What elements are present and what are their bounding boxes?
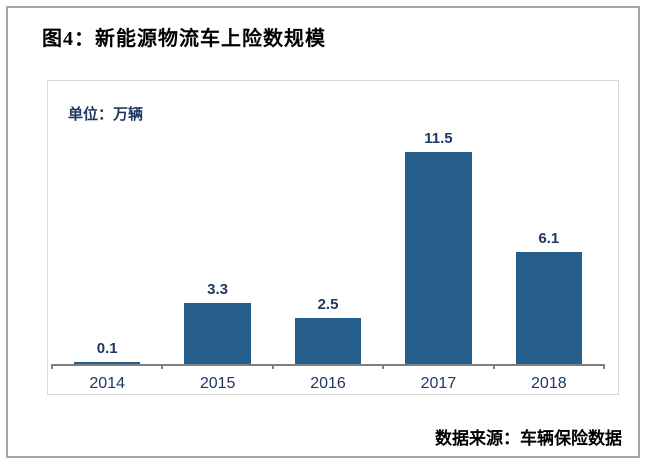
bar-2016 (294, 318, 362, 364)
x-axis-tick (161, 364, 164, 369)
bar-2015 (184, 303, 251, 364)
bar-value-label: 0.1 (96, 340, 118, 357)
bar-slot: 11.5 (383, 130, 493, 364)
bar-slot: 2.5 (273, 143, 383, 364)
bar-plot: 0.1 3.3 2.5 11.5 6.1 (51, 130, 605, 369)
x-axis-label: 2014 (89, 375, 125, 392)
figure-title: 图4：新能源物流车上险数规模 (42, 28, 326, 50)
bar-value-label: 2.5 (317, 296, 339, 313)
bar-2018 (515, 252, 582, 364)
bar-value-label: 3.3 (207, 281, 229, 298)
x-axis-label: 2016 (310, 375, 346, 392)
data-source-label: 数据来源：车辆保险数据 (435, 429, 622, 448)
x-axis-tick (271, 364, 274, 369)
x-axis-tick (492, 364, 495, 369)
x-axis-label: 2018 (531, 375, 567, 392)
bar-value-label: 6.1 (538, 230, 560, 247)
bar-2014 (74, 362, 141, 364)
chart-area: 单位：万辆 0.1 3.3 2.5 11.5 6.1 2014 2015 2016 2017 2… (47, 80, 619, 395)
x-axis-label: 2017 (420, 375, 457, 392)
bar-slot: 3.3 (162, 143, 272, 364)
x-axis-tick (51, 364, 53, 369)
x-axis-tick (603, 364, 605, 369)
x-axis-labels: 2014 2015 2016 2017 2018 (52, 375, 604, 393)
bar-slot: 6.1 (494, 143, 604, 364)
x-axis-label: 2015 (199, 375, 236, 392)
x-axis-tick (382, 364, 385, 369)
bar-value-label: 11.5 (424, 130, 453, 147)
unit-label: 单位：万辆 (68, 106, 144, 123)
bar-2017 (405, 152, 472, 364)
bar-slot: 0.1 (52, 143, 162, 364)
figure-frame: 图4：新能源物流车上险数规模 单位：万辆 0.1 3.3 2.5 11.5 6.1 20… (6, 6, 640, 458)
